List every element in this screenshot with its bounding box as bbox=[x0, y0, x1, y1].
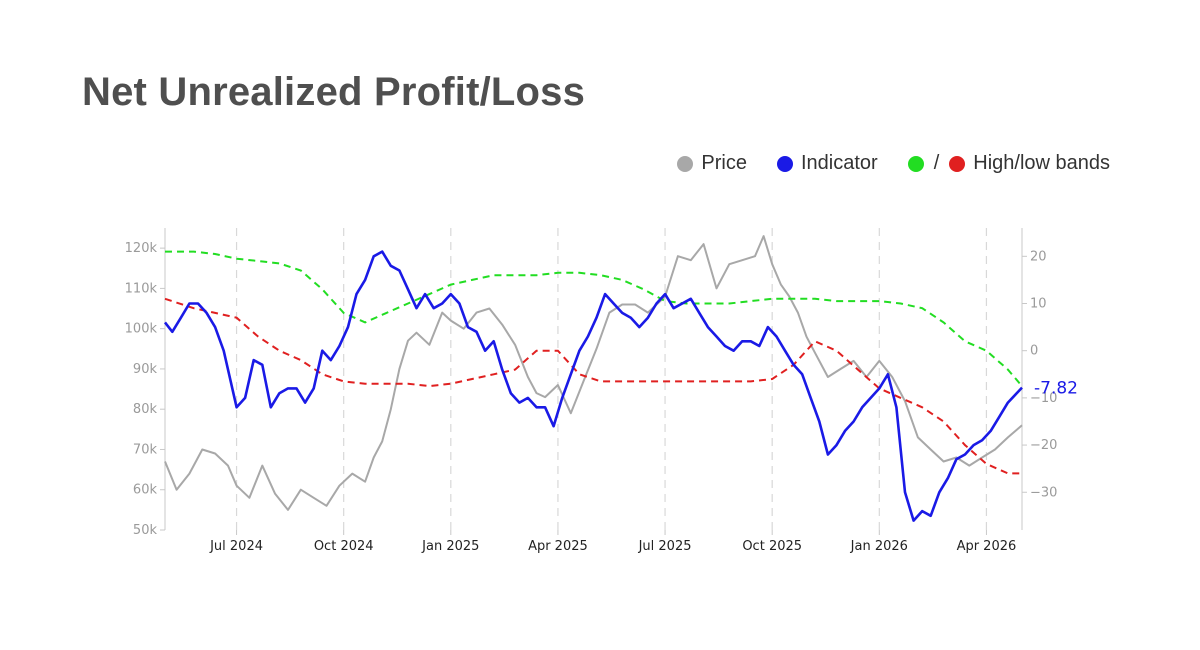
x-tick-label-6: Jan 2026 bbox=[850, 539, 908, 554]
left-tick-label-0: 50k bbox=[133, 523, 158, 538]
low-band-line bbox=[164, 297, 1022, 475]
price-series-line bbox=[164, 235, 1023, 511]
legend-label-indicator: Indicator bbox=[800, 152, 878, 174]
low-band-legend-dot-icon bbox=[949, 155, 966, 172]
indicator-series-line bbox=[163, 250, 1023, 522]
left-tick-label-2: 70k bbox=[133, 442, 158, 457]
x-tick-label-1: Oct 2024 bbox=[314, 539, 374, 554]
x-tick-label-2: Jan 2025 bbox=[421, 539, 479, 554]
x-tick-label-3: Apr 2025 bbox=[528, 539, 588, 554]
right-tick-label-1: −20 bbox=[1030, 438, 1057, 453]
legend-label-price: Price bbox=[701, 152, 747, 174]
left-tick-label-7: 120k bbox=[125, 241, 158, 256]
legend-item-price[interactable]: Price bbox=[677, 152, 747, 175]
x-tick-label-5: Oct 2025 bbox=[742, 539, 802, 554]
right-tick-label-3: 0 bbox=[1030, 344, 1038, 359]
left-tick-label-4: 90k bbox=[133, 362, 158, 377]
right-tick-label-2: −10 bbox=[1030, 391, 1057, 406]
legend-bands-slash: / bbox=[933, 152, 940, 174]
indicator-end-value-label: -7.82 bbox=[1034, 379, 1078, 399]
price-legend-dot-icon bbox=[677, 155, 694, 172]
high-band-line bbox=[165, 250, 1023, 387]
legend-item-indicator[interactable]: Indicator bbox=[776, 152, 878, 175]
right-tick-label-0: −30 bbox=[1030, 485, 1057, 500]
legend-label-bands: High/low bands bbox=[973, 152, 1110, 174]
left-tick-label-3: 80k bbox=[133, 402, 158, 417]
high-band-legend-dot-icon bbox=[907, 155, 924, 172]
left-tick-label-1: 60k bbox=[133, 483, 158, 498]
x-tick-label-0: Jul 2024 bbox=[209, 539, 263, 554]
page-title: Net Unrealized Profit/Loss bbox=[82, 70, 586, 114]
left-tick-label-6: 110k bbox=[125, 281, 158, 296]
left-tick-label-5: 100k bbox=[125, 322, 158, 337]
x-tick-label-4: Jul 2025 bbox=[638, 539, 692, 554]
right-tick-label-5: 20 bbox=[1030, 249, 1047, 264]
right-tick-label-4: 10 bbox=[1030, 297, 1047, 312]
x-tick-label-7: Apr 2026 bbox=[957, 539, 1017, 554]
indicator-legend-dot-icon bbox=[776, 155, 793, 172]
legend-item-bands[interactable]: / High/low bands bbox=[907, 152, 1110, 175]
chart-legend: Price Indicator / High/low bands bbox=[677, 152, 1110, 175]
